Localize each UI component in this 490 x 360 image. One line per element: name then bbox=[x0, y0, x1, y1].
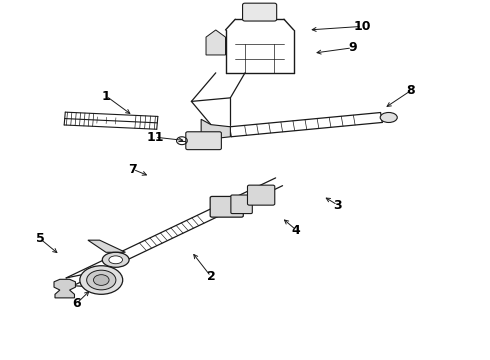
Text: 7: 7 bbox=[128, 163, 137, 176]
Ellipse shape bbox=[80, 266, 122, 294]
FancyBboxPatch shape bbox=[231, 195, 252, 213]
Text: 5: 5 bbox=[36, 233, 45, 246]
Text: 6: 6 bbox=[73, 297, 81, 310]
FancyBboxPatch shape bbox=[247, 185, 275, 205]
Polygon shape bbox=[54, 279, 75, 298]
Polygon shape bbox=[201, 119, 230, 144]
Text: 3: 3 bbox=[333, 198, 342, 212]
Text: 4: 4 bbox=[292, 224, 300, 237]
Ellipse shape bbox=[94, 275, 109, 285]
Ellipse shape bbox=[380, 112, 397, 122]
Ellipse shape bbox=[102, 252, 129, 267]
FancyBboxPatch shape bbox=[243, 3, 277, 21]
Text: 8: 8 bbox=[406, 84, 415, 97]
FancyBboxPatch shape bbox=[210, 197, 244, 217]
Ellipse shape bbox=[87, 270, 116, 290]
Text: 9: 9 bbox=[348, 41, 357, 54]
Text: 10: 10 bbox=[353, 20, 370, 33]
Text: 11: 11 bbox=[146, 131, 164, 144]
Text: 1: 1 bbox=[102, 90, 111, 103]
Ellipse shape bbox=[109, 256, 122, 264]
FancyBboxPatch shape bbox=[186, 132, 221, 150]
Polygon shape bbox=[88, 240, 125, 252]
Text: 2: 2 bbox=[206, 270, 215, 283]
Polygon shape bbox=[206, 30, 225, 55]
